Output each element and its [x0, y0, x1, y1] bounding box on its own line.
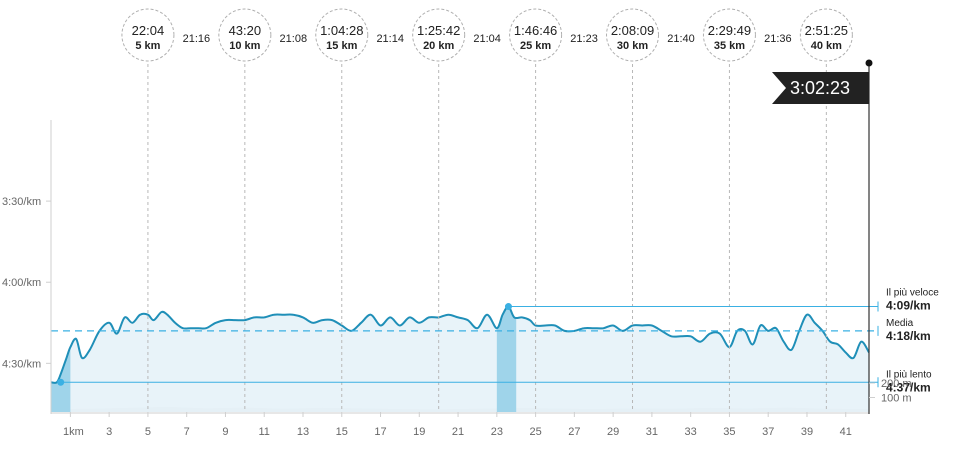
x-tick-label: 41 — [840, 426, 852, 438]
segment-time: 21:40 — [667, 33, 695, 45]
split-time: 2:51:25 — [805, 23, 848, 38]
x-tick-label: 23 — [491, 426, 503, 438]
finish-flag: 3:02:23 — [772, 59, 873, 104]
split-badge: 1:46:46 25 km — [509, 8, 563, 62]
split-badge-circle — [606, 8, 660, 62]
x-tick-label: 31 — [646, 426, 658, 438]
x-tick-label: 21 — [452, 426, 464, 438]
segment-time: 21:36 — [764, 33, 792, 45]
split-badge: 22:04 5 km — [121, 8, 175, 62]
finish-dot — [865, 59, 873, 67]
split-distance: 30 km — [617, 40, 648, 52]
slowest-label: Il più lento — [886, 369, 932, 380]
x-tick-label: 3 — [106, 426, 112, 438]
x-tick-label: 9 — [222, 426, 228, 438]
elevation-tick-label: 100 m — [881, 393, 912, 405]
x-tick-label: 17 — [374, 426, 386, 438]
finish-time: 3:02:23 — [790, 78, 850, 98]
split-distance: 20 km — [423, 40, 454, 52]
y-tick-label: 4:00/km — [2, 277, 41, 289]
x-tick-label: 39 — [801, 426, 813, 438]
split-badge: 2:29:49 35 km — [702, 8, 756, 62]
x-tick-label: 29 — [607, 426, 619, 438]
split-badge: 2:08:09 30 km — [606, 8, 660, 62]
slowest-value: 4:37/km — [886, 380, 931, 394]
split-badge-circle — [412, 8, 466, 62]
segment-time: 21:08 — [280, 33, 308, 45]
split-badge-circle — [799, 8, 853, 62]
split-badge-circle — [509, 8, 563, 62]
split-badges: 22:04 5 km 43:20 10 km 1:04:28 15 km 1:25:42 20… — [121, 8, 853, 62]
split-distance: 10 km — [229, 40, 260, 52]
finish-flag-shape — [772, 72, 869, 104]
split-badge: 43:20 10 km — [218, 8, 272, 62]
split-badge: 1:04:28 15 km — [315, 8, 369, 62]
split-time: 22:04 — [132, 23, 165, 38]
split-time: 1:25:42 — [417, 23, 460, 38]
y-tick-label: 3:30/km — [2, 196, 41, 208]
segment-time: 21:23 — [570, 33, 598, 45]
fastest-value: 4:09/km — [886, 299, 931, 313]
x-tick-label: 27 — [568, 426, 580, 438]
split-badge-circle — [121, 8, 175, 62]
x-tick-label: 25 — [529, 426, 541, 438]
average-label: Media — [886, 318, 914, 329]
split-time: 2:08:09 — [611, 23, 654, 38]
split-lines — [147, 64, 827, 412]
highlight-km-bar — [496, 306, 517, 412]
x-tick-label: 19 — [413, 426, 425, 438]
segment-time: 21:16 — [183, 33, 211, 45]
x-tick-label: 37 — [762, 426, 774, 438]
split-badge: 2:51:25 40 km — [799, 8, 853, 62]
split-distance: 25 km — [520, 40, 551, 52]
fastest-label: Il più veloce — [886, 288, 939, 299]
split-badge-circle — [702, 8, 756, 62]
x-tick-label: 35 — [723, 426, 735, 438]
split-time: 1:04:28 — [320, 23, 363, 38]
split-time: 1:46:46 — [514, 23, 557, 38]
axis-layer: 1km 3 5 7 9 11 13 15 17 19 21 23 25 27 29 31 33 35 37 39 413… — [2, 63, 912, 438]
x-tick-label: 5 — [145, 426, 151, 438]
elevation-tick-label: 200 m — [881, 378, 912, 390]
pace-line — [50, 305, 870, 384]
split-badge-circle — [315, 8, 369, 62]
split-distance: 35 km — [714, 40, 745, 52]
y-tick-label: 4:30/km — [2, 358, 41, 370]
x-tick-label: 1km — [63, 426, 84, 438]
split-time: 2:29:49 — [708, 23, 751, 38]
split-distance: 15 km — [326, 40, 357, 52]
split-distance: 40 km — [811, 40, 842, 52]
split-time: 43:20 — [229, 23, 262, 38]
fastest-dot — [504, 303, 512, 311]
slowest-dot — [57, 378, 65, 386]
segment-time: 21:14 — [376, 33, 404, 45]
average-value: 4:18/km — [886, 329, 931, 343]
segment-time: 21:04 — [473, 33, 501, 45]
x-tick-label: 11 — [259, 426, 270, 438]
split-distance: 5 km — [135, 40, 160, 52]
x-tick-label: 7 — [184, 426, 190, 438]
x-tick-label: 33 — [685, 426, 697, 438]
split-badge-circle — [218, 8, 272, 62]
x-tick-label: 15 — [336, 426, 348, 438]
split-badge: 1:25:42 20 km — [412, 8, 466, 62]
x-tick-label: 13 — [297, 426, 309, 438]
